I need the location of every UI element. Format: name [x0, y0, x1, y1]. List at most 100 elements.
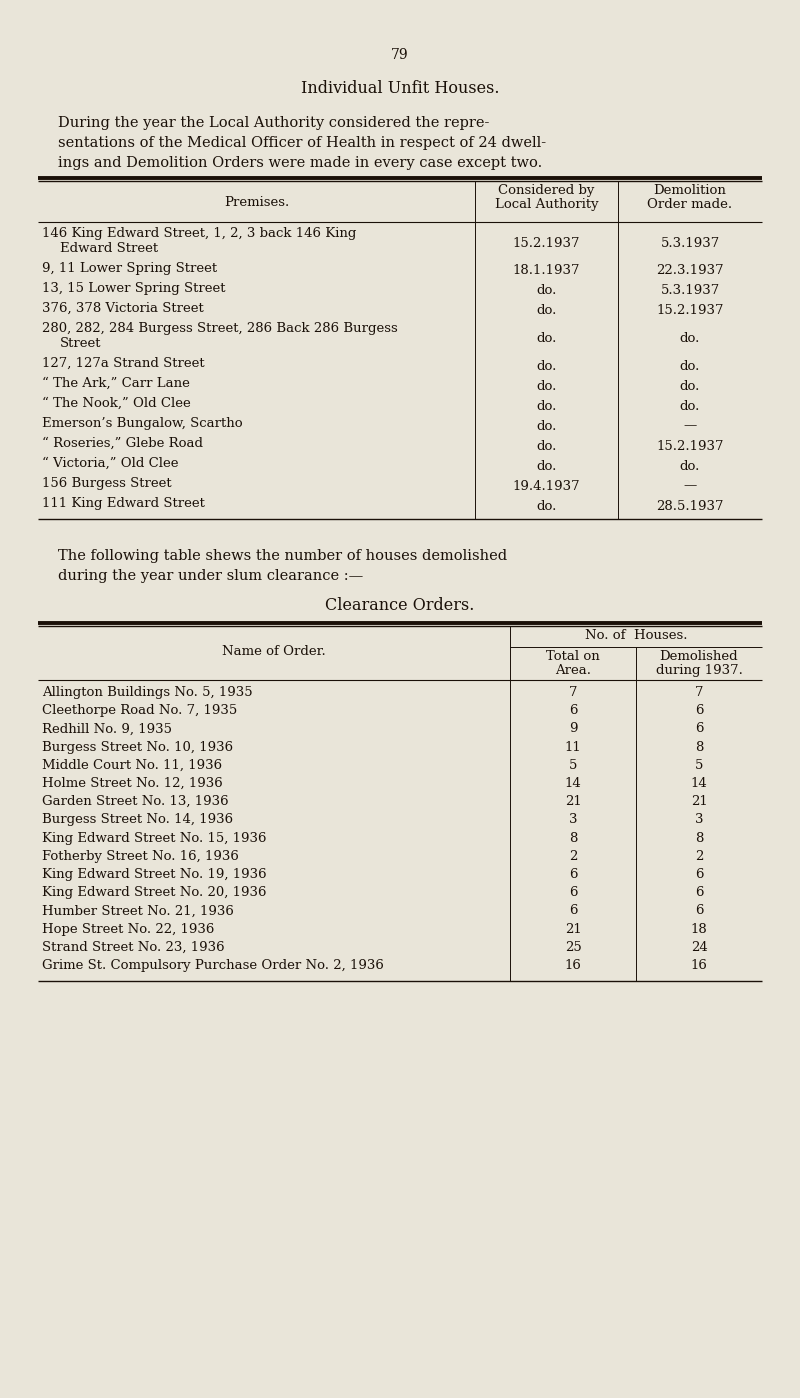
- Text: 6: 6: [569, 905, 578, 917]
- Text: Demolished: Demolished: [660, 650, 738, 663]
- Text: 15.2.1937: 15.2.1937: [513, 238, 580, 250]
- Text: do.: do.: [536, 460, 557, 473]
- Text: Individual Unfit Houses.: Individual Unfit Houses.: [301, 80, 499, 96]
- Text: do.: do.: [680, 331, 700, 345]
- Text: 14: 14: [690, 777, 707, 790]
- Text: 9: 9: [569, 723, 578, 735]
- Text: do.: do.: [680, 359, 700, 372]
- Text: during the year under slum clearance :—: during the year under slum clearance :—: [58, 569, 363, 583]
- Text: 280, 282, 284 Burgess Street, 286 Back 286 Burgess: 280, 282, 284 Burgess Street, 286 Back 2…: [42, 322, 398, 336]
- Text: Order made.: Order made.: [647, 199, 733, 211]
- Text: 9, 11 Lower Spring Street: 9, 11 Lower Spring Street: [42, 261, 217, 275]
- Text: 15.2.1937: 15.2.1937: [656, 439, 724, 453]
- Text: “ The Ark,” Carr Lane: “ The Ark,” Carr Lane: [42, 377, 190, 390]
- Text: do.: do.: [680, 460, 700, 473]
- Text: 6: 6: [694, 868, 703, 881]
- Text: 6: 6: [694, 905, 703, 917]
- Text: The following table shews the number of houses demolished: The following table shews the number of …: [58, 549, 507, 563]
- Text: Considered by: Considered by: [498, 185, 594, 197]
- Text: King Edward Street No. 19, 1936: King Edward Street No. 19, 1936: [42, 868, 266, 881]
- Text: —: —: [683, 419, 697, 432]
- Text: Fotherby Street No. 16, 1936: Fotherby Street No. 16, 1936: [42, 850, 239, 863]
- Text: 79: 79: [391, 48, 409, 62]
- Text: 2: 2: [695, 850, 703, 863]
- Text: During the year the Local Authority considered the repre-: During the year the Local Authority cons…: [58, 116, 490, 130]
- Text: ings and Demolition Orders were made in every case except two.: ings and Demolition Orders were made in …: [58, 157, 542, 171]
- Text: —: —: [683, 480, 697, 492]
- Text: 24: 24: [690, 941, 707, 953]
- Text: Clearance Orders.: Clearance Orders.: [326, 597, 474, 614]
- Text: do.: do.: [536, 305, 557, 317]
- Text: 13, 15 Lower Spring Street: 13, 15 Lower Spring Street: [42, 282, 226, 295]
- Text: 6: 6: [569, 886, 578, 899]
- Text: 5.3.1937: 5.3.1937: [660, 285, 720, 298]
- Text: 25: 25: [565, 941, 582, 953]
- Text: “ The Nook,” Old Clee: “ The Nook,” Old Clee: [42, 397, 190, 410]
- Text: 21: 21: [690, 795, 707, 808]
- Text: No. of  Houses.: No. of Houses.: [585, 629, 687, 642]
- Text: Holme Street No. 12, 1936: Holme Street No. 12, 1936: [42, 777, 222, 790]
- Text: Grime St. Compulsory Purchase Order No. 2, 1936: Grime St. Compulsory Purchase Order No. …: [42, 959, 384, 972]
- Text: 7: 7: [694, 686, 703, 699]
- Text: 15.2.1937: 15.2.1937: [656, 305, 724, 317]
- Text: 5: 5: [569, 759, 577, 772]
- Text: 11: 11: [565, 741, 582, 754]
- Text: do.: do.: [536, 439, 557, 453]
- Text: Burgess Street No. 14, 1936: Burgess Street No. 14, 1936: [42, 814, 233, 826]
- Text: 28.5.1937: 28.5.1937: [656, 499, 724, 513]
- Text: do.: do.: [536, 419, 557, 432]
- Text: Demolition: Demolition: [654, 185, 726, 197]
- Text: Total on: Total on: [546, 650, 600, 663]
- Text: Strand Street No. 23, 1936: Strand Street No. 23, 1936: [42, 941, 225, 953]
- Text: Name of Order.: Name of Order.: [222, 644, 326, 658]
- Text: “ Roseries,” Glebe Road: “ Roseries,” Glebe Road: [42, 438, 203, 450]
- Text: 156 Burgess Street: 156 Burgess Street: [42, 477, 172, 491]
- Text: 8: 8: [695, 832, 703, 844]
- Text: Allington Buildings No. 5, 1935: Allington Buildings No. 5, 1935: [42, 686, 253, 699]
- Text: “ Victoria,” Old Clee: “ Victoria,” Old Clee: [42, 457, 178, 470]
- Text: 6: 6: [694, 723, 703, 735]
- Text: King Edward Street No. 15, 1936: King Edward Street No. 15, 1936: [42, 832, 266, 844]
- Text: 376, 378 Victoria Street: 376, 378 Victoria Street: [42, 302, 204, 315]
- Text: 6: 6: [569, 705, 578, 717]
- Text: 18: 18: [690, 923, 707, 935]
- Text: 8: 8: [695, 741, 703, 754]
- Text: during 1937.: during 1937.: [655, 664, 742, 677]
- Text: 6: 6: [569, 868, 578, 881]
- Text: 8: 8: [569, 832, 577, 844]
- Text: Humber Street No. 21, 1936: Humber Street No. 21, 1936: [42, 905, 234, 917]
- Text: do.: do.: [536, 379, 557, 393]
- Text: Area.: Area.: [555, 664, 591, 677]
- Text: Garden Street No. 13, 1936: Garden Street No. 13, 1936: [42, 795, 229, 808]
- Text: King Edward Street No. 20, 1936: King Edward Street No. 20, 1936: [42, 886, 266, 899]
- Text: 22.3.1937: 22.3.1937: [656, 264, 724, 277]
- Text: 16: 16: [565, 959, 582, 972]
- Text: 127, 127a Strand Street: 127, 127a Strand Street: [42, 356, 205, 370]
- Text: 111 King Edward Street: 111 King Edward Street: [42, 498, 205, 510]
- Text: sentations of the Medical Officer of Health in respect of 24 dwell-: sentations of the Medical Officer of Hea…: [58, 136, 546, 150]
- Text: 19.4.1937: 19.4.1937: [513, 480, 580, 492]
- Text: do.: do.: [536, 359, 557, 372]
- Text: do.: do.: [536, 400, 557, 412]
- Text: 5.3.1937: 5.3.1937: [660, 238, 720, 250]
- Text: do.: do.: [680, 379, 700, 393]
- Text: 18.1.1937: 18.1.1937: [513, 264, 580, 277]
- Text: 21: 21: [565, 923, 582, 935]
- Text: 146 King Edward Street, 1, 2, 3 back 146 King: 146 King Edward Street, 1, 2, 3 back 146…: [42, 226, 356, 240]
- Text: Middle Court No. 11, 1936: Middle Court No. 11, 1936: [42, 759, 222, 772]
- Text: 6: 6: [694, 886, 703, 899]
- Text: 7: 7: [569, 686, 578, 699]
- Text: 16: 16: [690, 959, 707, 972]
- Text: do.: do.: [536, 499, 557, 513]
- Text: Cleethorpe Road No. 7, 1935: Cleethorpe Road No. 7, 1935: [42, 705, 238, 717]
- Text: Burgess Street No. 10, 1936: Burgess Street No. 10, 1936: [42, 741, 233, 754]
- Text: Edward Street: Edward Street: [60, 242, 158, 254]
- Text: do.: do.: [536, 285, 557, 298]
- Text: 14: 14: [565, 777, 582, 790]
- Text: 2: 2: [569, 850, 577, 863]
- Text: do.: do.: [680, 400, 700, 412]
- Text: Local Authority: Local Authority: [494, 199, 598, 211]
- Text: 5: 5: [695, 759, 703, 772]
- Text: Redhill No. 9, 1935: Redhill No. 9, 1935: [42, 723, 172, 735]
- Text: Premises.: Premises.: [224, 196, 289, 208]
